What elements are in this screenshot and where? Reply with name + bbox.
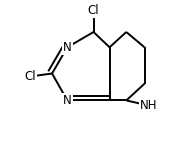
Text: N: N — [63, 94, 72, 107]
Text: N: N — [63, 41, 72, 54]
Text: NH: NH — [140, 99, 158, 112]
Text: Cl: Cl — [88, 4, 99, 17]
Text: Cl: Cl — [25, 70, 36, 83]
